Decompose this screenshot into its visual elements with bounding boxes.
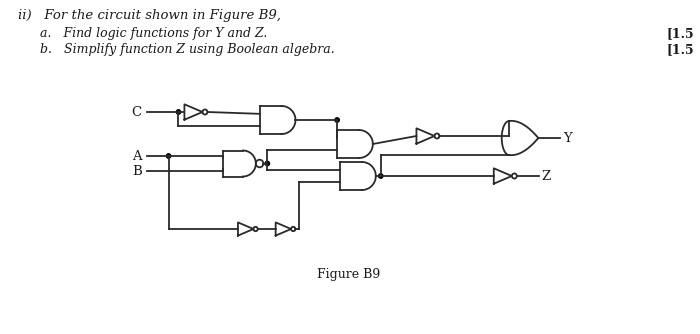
Text: A: A [132, 150, 142, 163]
Text: Z: Z [542, 169, 551, 182]
Text: b.   Simplify function Z using Boolean algebra.: b. Simplify function Z using Boolean alg… [40, 43, 335, 56]
Text: [1.5: [1.5 [666, 43, 694, 56]
Text: C: C [132, 106, 142, 119]
Text: [1.5: [1.5 [666, 27, 694, 40]
Circle shape [167, 154, 171, 158]
Circle shape [176, 110, 181, 114]
Text: a.   Find logic functions for Y and Z.: a. Find logic functions for Y and Z. [40, 27, 267, 40]
Circle shape [379, 174, 383, 178]
Text: B: B [132, 165, 142, 177]
Circle shape [265, 161, 270, 166]
Text: ii)   For the circuit shown in Figure B9,: ii) For the circuit shown in Figure B9, [18, 9, 281, 22]
Circle shape [335, 118, 339, 122]
Text: Y: Y [563, 132, 572, 145]
Text: Figure B9: Figure B9 [317, 268, 381, 281]
